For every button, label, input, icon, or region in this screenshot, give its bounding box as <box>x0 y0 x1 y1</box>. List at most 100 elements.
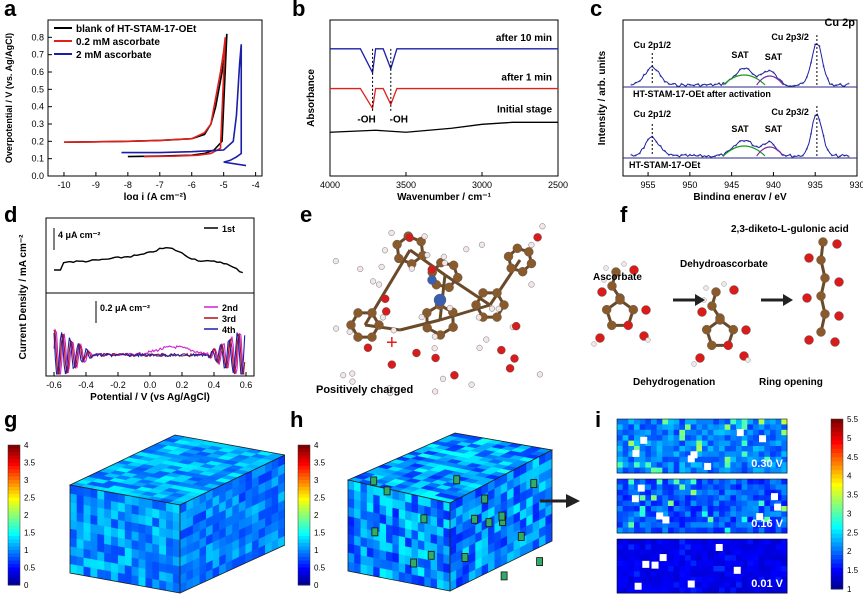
slice-particle <box>638 485 645 492</box>
slice-cell <box>651 430 657 436</box>
slice-cell <box>679 419 685 425</box>
slice-cell <box>719 528 725 534</box>
cube-g-front-cell <box>104 500 111 510</box>
oxygen-atom <box>805 336 814 345</box>
slice-cell <box>662 571 668 577</box>
slice-cell <box>674 468 680 474</box>
slice-cell <box>628 506 634 512</box>
slice-cell <box>747 479 753 485</box>
slice-cell <box>713 468 719 474</box>
panel-letter-f: f <box>620 202 627 228</box>
slice-cell <box>679 430 685 436</box>
cube-h-front-cell <box>399 563 405 573</box>
legend-label-1st: 1st <box>222 224 235 234</box>
slice-cell <box>685 479 691 485</box>
slice-cell <box>623 451 629 457</box>
slice-cell <box>736 550 742 556</box>
cube-g-front-cell <box>104 544 111 554</box>
slice-cell <box>719 451 725 457</box>
cube-g-front-cell <box>146 552 153 562</box>
cube-g-front-cell <box>139 559 146 569</box>
slice-cell <box>651 539 657 545</box>
slice-cell <box>679 446 685 452</box>
slice-cell <box>753 446 759 452</box>
slice-cell <box>628 577 634 583</box>
slice-particle <box>660 554 667 561</box>
slice-cell <box>674 446 680 452</box>
colorbar-i-segment <box>831 513 843 518</box>
slice-cell <box>708 424 714 430</box>
slice-cell <box>668 457 674 463</box>
x-tick-label: 4000 <box>320 180 340 190</box>
atom <box>540 224 546 230</box>
slice-cell <box>730 495 736 501</box>
colorbar-g-segment <box>8 456 20 460</box>
embedded-particle <box>501 572 507 580</box>
slice-cell <box>668 430 674 436</box>
y-tick-label: 0.6 <box>31 67 44 77</box>
slice-cell <box>691 430 697 436</box>
slice-cell <box>719 506 725 512</box>
cube-h-front-cell <box>418 531 424 541</box>
cube-g-front-cell <box>132 567 139 577</box>
slice-cell <box>725 539 731 545</box>
colorbar-h-segment <box>298 540 310 544</box>
atom <box>497 346 505 354</box>
colorbar-i-segment <box>831 453 843 458</box>
carbon-atom <box>708 302 717 311</box>
slice-particle <box>771 493 778 500</box>
slice-cell <box>651 441 657 447</box>
colorbar-h-segment <box>298 452 310 456</box>
slice-cell <box>742 517 748 523</box>
slice-cell <box>702 451 708 457</box>
panel-letter-c: c <box>590 0 602 22</box>
cube-g-front-cell <box>77 530 84 540</box>
slice-cell <box>776 511 782 517</box>
cube-g-front-cell <box>84 567 91 577</box>
cube-g-front-cell <box>159 580 166 590</box>
slice-cell <box>725 511 731 517</box>
x-tick-label: -4 <box>252 180 260 190</box>
slice-cell <box>651 544 657 550</box>
slice-cell <box>640 506 646 512</box>
slice-cell <box>617 468 623 474</box>
colorbar-i-segment <box>831 428 843 433</box>
colorbar-h-segment <box>298 456 310 460</box>
slice-cell <box>702 582 708 588</box>
slice-cell <box>753 484 759 490</box>
slice-cell <box>645 495 651 501</box>
slice-cell <box>628 479 634 485</box>
slice-particle <box>716 544 723 551</box>
slice-cell <box>747 561 753 567</box>
atom <box>479 242 485 248</box>
atom <box>388 361 396 369</box>
cube-g-front-cell <box>77 513 84 523</box>
slice-cell <box>668 446 674 452</box>
slice-cell <box>708 501 714 507</box>
slice-cell <box>747 490 753 496</box>
slice-cell <box>736 501 742 507</box>
cube-g-front-cell <box>139 498 146 508</box>
slice-cell <box>764 506 770 512</box>
slice-cell <box>696 511 702 517</box>
atom <box>428 276 437 285</box>
slice-cell <box>730 555 736 561</box>
slice-cell <box>725 441 731 447</box>
slice-cell <box>657 441 663 447</box>
slice-cell <box>691 435 697 441</box>
slice-cell <box>651 484 657 490</box>
slice-cell <box>736 522 742 528</box>
spectrum-pristine-fit <box>631 114 848 157</box>
cube-h-front-cell <box>361 492 367 502</box>
slice-cell <box>719 490 725 496</box>
spectrum-pristine-sat-peak-2 <box>757 147 784 156</box>
slice-cell <box>623 571 629 577</box>
colorbar-i-segment <box>831 462 843 467</box>
slice-cell <box>645 424 651 430</box>
slice-cell <box>736 441 742 447</box>
slice-cell <box>764 555 770 561</box>
cube-h-front-cell <box>386 570 392 580</box>
slice-cell <box>623 588 629 594</box>
slice-cell <box>725 561 731 567</box>
